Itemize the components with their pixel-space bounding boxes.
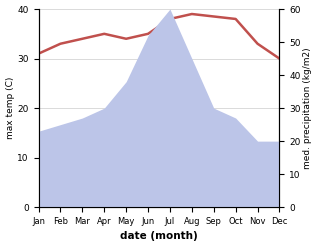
Y-axis label: max temp (C): max temp (C) <box>5 77 15 139</box>
X-axis label: date (month): date (month) <box>120 231 198 242</box>
Y-axis label: med. precipitation (kg/m2): med. precipitation (kg/m2) <box>303 47 313 169</box>
